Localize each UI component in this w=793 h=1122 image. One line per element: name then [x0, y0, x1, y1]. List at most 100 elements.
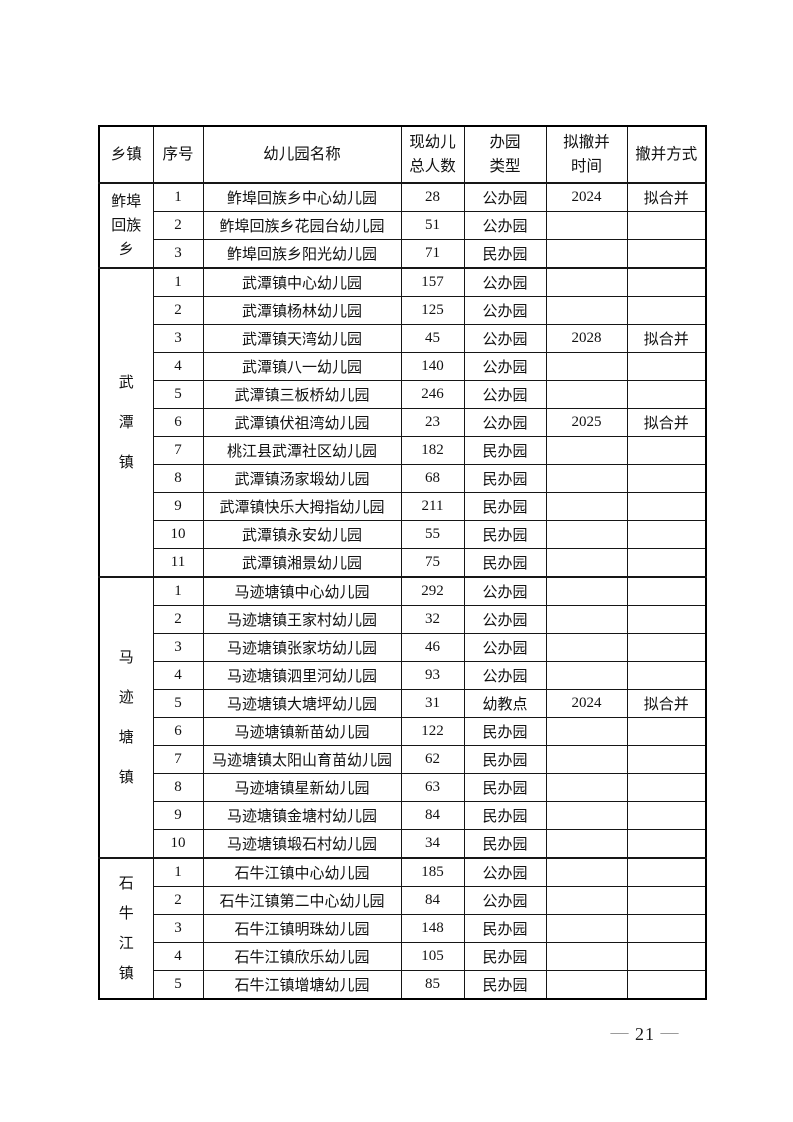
township-cell: 石牛江镇 — [98, 857, 154, 1000]
park-type-cell: 公办园 — [463, 886, 547, 915]
kindergarten-name-cell: 石牛江镇第二中心幼儿园 — [202, 886, 402, 915]
row-index-cell: 6 — [152, 408, 204, 437]
merge-method-cell — [626, 661, 707, 690]
table-body: 鲊埠 回族乡 1 鲊埠回族乡中心幼儿园 28 公办园 2024 拟合并 2 鲊埠回族乡花园台幼儿园… — [98, 182, 707, 1000]
header-cell-index: 序号 — [152, 125, 204, 184]
kindergarten-name-cell: 武潭镇伏祖湾幼儿园 — [202, 408, 402, 437]
table-row: 6 武潭镇伏祖湾幼儿园 23 公办园 2025 拟合并 — [99, 408, 707, 437]
park-type-cell: 民办园 — [463, 548, 547, 578]
children-count-cell: 32 — [400, 605, 465, 634]
children-count-cell: 68 — [400, 464, 465, 493]
kindergarten-name-cell: 鲊埠回族乡中心幼儿园 — [202, 182, 402, 212]
park-type-cell: 民办园 — [463, 239, 547, 269]
page-number-right-dash: — — [660, 1022, 680, 1042]
merge-method-cell — [626, 773, 707, 802]
kindergarten-name-cell: 马迹塘镇王家村幼儿园 — [202, 605, 402, 634]
merge-method-cell — [626, 857, 707, 887]
merge-time-cell — [545, 436, 628, 465]
row-index-cell: 4 — [152, 352, 204, 381]
merge-time-cell — [545, 605, 628, 634]
kindergarten-name-cell: 石牛江镇欣乐幼儿园 — [202, 942, 402, 971]
children-count-cell: 51 — [400, 211, 465, 240]
header-cell-merge_method: 撤并方式 — [626, 125, 707, 184]
kindergarten-name-cell: 马迹塘镇金塘村幼儿园 — [202, 801, 402, 830]
table-row: 10 武潭镇永安幼儿园 55 民办园 — [99, 520, 707, 549]
kindergarten-name-cell: 马迹塘镇太阳山育苗幼儿园 — [202, 745, 402, 774]
merge-time-cell — [545, 239, 628, 269]
merge-method-cell — [626, 296, 707, 325]
kindergarten-name-cell: 鲊埠回族乡阳光幼儿园 — [202, 239, 402, 269]
merge-method-cell — [626, 633, 707, 662]
table-row: 5 武潭镇三板桥幼儿园 246 公办园 — [99, 380, 707, 409]
row-index-cell: 10 — [152, 520, 204, 549]
table-row: 武潭镇 1 武潭镇中心幼儿园 157 公办园 — [98, 267, 707, 578]
merge-time-cell — [545, 492, 628, 521]
header-cell-name: 幼儿园名称 — [202, 125, 402, 184]
table-row: 3 石牛江镇明珠幼儿园 148 民办园 — [99, 914, 707, 943]
row-index-cell: 4 — [152, 661, 204, 690]
children-count-cell: 105 — [400, 942, 465, 971]
table-row: 3 武潭镇天湾幼儿园 45 公办园 2028 拟合并 — [99, 324, 707, 353]
children-count-cell: 23 — [400, 408, 465, 437]
table-row: 马迹塘镇 1 马迹塘镇中心幼儿园 292 公办园 — [98, 576, 707, 859]
merge-time-cell — [545, 886, 628, 915]
merge-time-cell — [545, 267, 628, 297]
park-type-cell: 公办园 — [463, 661, 547, 690]
children-count-cell: 45 — [400, 324, 465, 353]
park-type-cell: 公办园 — [463, 182, 547, 212]
row-index-cell: 1 — [152, 267, 204, 297]
kindergarten-name-cell: 马迹塘镇新苗幼儿园 — [202, 717, 402, 746]
table-row: 2 鲊埠回族乡花园台幼儿园 51 公办园 — [99, 211, 707, 240]
park-type-cell: 公办园 — [463, 324, 547, 353]
kindergarten-name-cell: 武潭镇湘景幼儿园 — [202, 548, 402, 578]
row-index-cell: 7 — [152, 436, 204, 465]
park-type-cell: 民办园 — [463, 464, 547, 493]
kindergarten-name-cell: 武潭镇八一幼儿园 — [202, 352, 402, 381]
merge-time-cell — [545, 211, 628, 240]
table-row: 4 石牛江镇欣乐幼儿园 105 民办园 — [99, 942, 707, 971]
merge-time-cell — [545, 857, 628, 887]
kindergarten-name-cell: 武潭镇汤家塅幼儿园 — [202, 464, 402, 493]
table-row: 4 马迹塘镇泗里河幼儿园 93 公办园 — [99, 661, 707, 690]
row-index-cell: 5 — [152, 689, 204, 718]
park-type-cell: 公办园 — [463, 576, 547, 606]
children-count-cell: 211 — [400, 492, 465, 521]
park-type-cell: 公办园 — [463, 605, 547, 634]
children-count-cell: 140 — [400, 352, 465, 381]
table-row: 石牛江镇 1 石牛江镇中心幼儿园 185 公办园 — [98, 857, 707, 1000]
kindergarten-name-cell: 武潭镇永安幼儿园 — [202, 520, 402, 549]
park-type-cell: 民办园 — [463, 914, 547, 943]
children-count-cell: 63 — [400, 773, 465, 802]
row-index-cell: 3 — [152, 239, 204, 269]
merge-time-cell — [545, 914, 628, 943]
children-count-cell: 93 — [400, 661, 465, 690]
children-count-cell: 28 — [400, 182, 465, 212]
merge-time-cell — [545, 717, 628, 746]
park-type-cell: 民办园 — [463, 829, 547, 859]
table-row: 6 马迹塘镇新苗幼儿园 122 民办园 — [99, 717, 707, 746]
table-row: 3 马迹塘镇张家坊幼儿园 46 公办园 — [99, 633, 707, 662]
merge-method-cell — [626, 942, 707, 971]
township-cell: 马迹塘镇 — [98, 576, 154, 859]
children-count-cell: 85 — [400, 970, 465, 1000]
merge-time-cell — [545, 773, 628, 802]
merge-time-cell — [545, 661, 628, 690]
merge-time-cell — [545, 548, 628, 578]
children-count-cell: 55 — [400, 520, 465, 549]
kindergarten-name-cell: 石牛江镇增塘幼儿园 — [202, 970, 402, 1000]
merge-time-cell — [545, 633, 628, 662]
merge-time-cell — [545, 942, 628, 971]
row-index-cell: 1 — [152, 576, 204, 606]
merge-method-cell — [626, 380, 707, 409]
merge-time-cell — [545, 576, 628, 606]
kindergarten-name-cell: 马迹塘镇大塘坪幼儿园 — [202, 689, 402, 718]
merge-time-cell: 2025 — [545, 408, 628, 437]
merge-time-cell — [545, 829, 628, 859]
table-row: 11 武潭镇湘景幼儿园 75 民办园 — [99, 548, 707, 578]
merge-method-cell: 拟合并 — [626, 689, 707, 718]
merge-method-cell — [626, 886, 707, 915]
merge-method-cell — [626, 717, 707, 746]
merge-method-cell — [626, 576, 707, 606]
table-row: 5 马迹塘镇大塘坪幼儿园 31 幼教点 2024 拟合并 — [99, 689, 707, 718]
